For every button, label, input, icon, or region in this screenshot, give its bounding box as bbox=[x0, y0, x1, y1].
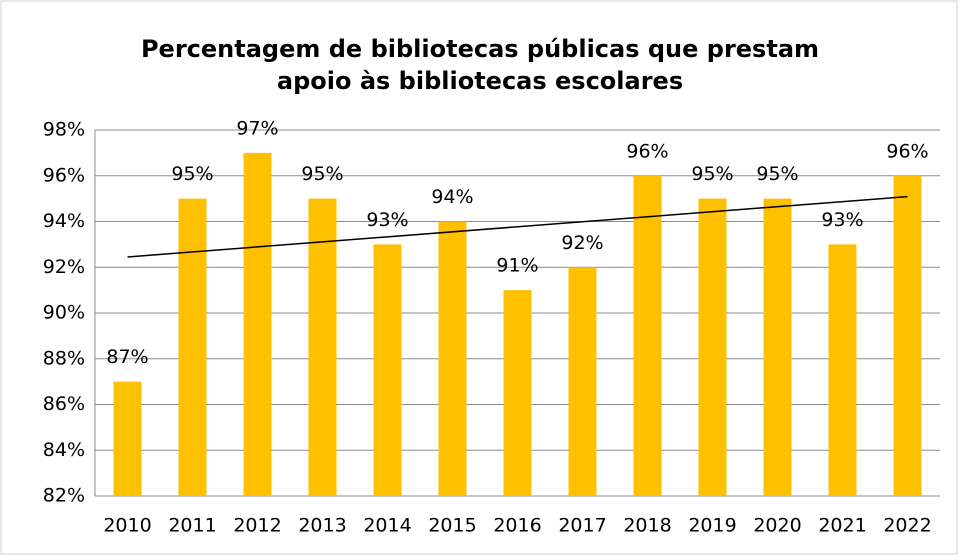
data-label: 96% bbox=[886, 140, 928, 162]
y-tick-label: 98% bbox=[43, 119, 85, 141]
data-label: 95% bbox=[301, 163, 343, 185]
y-tick-label: 92% bbox=[43, 256, 85, 278]
data-label: 97% bbox=[236, 117, 278, 139]
data-label: 87% bbox=[106, 346, 148, 368]
y-tick-label: 94% bbox=[43, 210, 85, 232]
x-tick-label: 2014 bbox=[363, 515, 411, 537]
chart-title: apoio às bibliotecas escolares bbox=[277, 67, 683, 95]
bar bbox=[503, 290, 532, 496]
x-tick-label: 2020 bbox=[753, 515, 801, 537]
x-tick-label: 2015 bbox=[428, 515, 476, 537]
data-label: 96% bbox=[626, 140, 668, 162]
y-tick-label: 90% bbox=[43, 302, 85, 324]
bar bbox=[763, 198, 792, 496]
x-tick-label: 2010 bbox=[103, 515, 151, 537]
y-tick-label: 84% bbox=[43, 439, 85, 461]
bar bbox=[113, 381, 142, 496]
y-tick-label: 96% bbox=[43, 164, 85, 186]
y-tick-label: 86% bbox=[43, 393, 85, 415]
x-tick-label: 2019 bbox=[688, 515, 736, 537]
x-tick-label: 2021 bbox=[818, 515, 866, 537]
bar bbox=[308, 198, 337, 496]
bar bbox=[893, 175, 922, 496]
x-tick-label: 2022 bbox=[883, 515, 931, 537]
data-label: 95% bbox=[756, 163, 798, 185]
bar bbox=[828, 244, 857, 496]
data-label: 94% bbox=[431, 186, 473, 208]
bar bbox=[633, 175, 662, 496]
data-label: 95% bbox=[691, 163, 733, 185]
data-label: 93% bbox=[366, 209, 408, 231]
x-tick-label: 2013 bbox=[298, 515, 346, 537]
bar bbox=[438, 221, 467, 496]
chart-title: Percentagem de bibliotecas públicas que … bbox=[141, 35, 819, 63]
x-tick-label: 2016 bbox=[493, 515, 541, 537]
bar bbox=[698, 198, 727, 496]
x-tick-label: 2011 bbox=[168, 515, 216, 537]
bar bbox=[178, 198, 207, 496]
x-tick-label: 2018 bbox=[623, 515, 671, 537]
bar bbox=[243, 152, 272, 496]
data-label: 95% bbox=[171, 163, 213, 185]
y-tick-label: 82% bbox=[43, 485, 85, 507]
data-label: 92% bbox=[561, 232, 603, 254]
x-tick-label: 2017 bbox=[558, 515, 606, 537]
trendline bbox=[127, 195, 908, 258]
bar bbox=[568, 267, 597, 496]
y-tick-label: 88% bbox=[43, 347, 85, 369]
data-label: 91% bbox=[496, 255, 538, 277]
data-label: 93% bbox=[821, 209, 863, 231]
x-tick-label: 2012 bbox=[233, 515, 281, 537]
bar bbox=[373, 244, 402, 496]
